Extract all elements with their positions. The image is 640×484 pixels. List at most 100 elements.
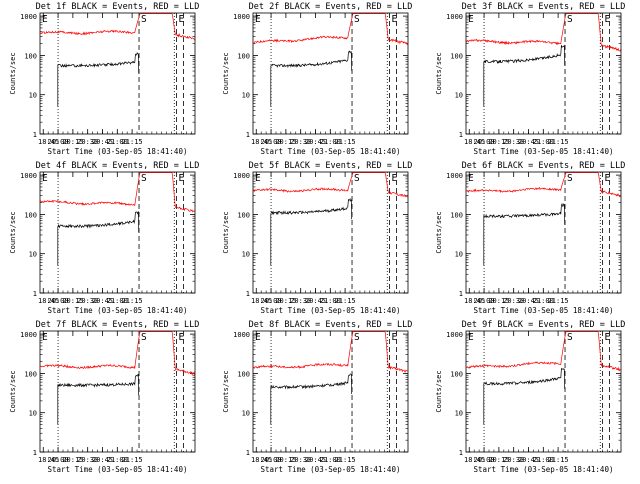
series-lld-line (252, 13, 408, 46)
x-tick-label: 20:00 (48, 138, 69, 146)
y-tick-label: 1000 (446, 172, 463, 180)
plot-frame (252, 330, 409, 453)
y-tick-label: 1000 (233, 172, 250, 180)
x-axis-label: Start Time (03-Sep-05 18:41:40) (261, 465, 401, 474)
x-axis-label: Start Time (03-Sep-05 18:41:40) (48, 147, 188, 156)
marker-letter: E (605, 14, 611, 25)
panel-title: Det 7f BLACK = Events, RED = LLD (36, 320, 200, 330)
y-tick-label: 100 (237, 211, 250, 219)
x-tick-label: 20:00 (261, 456, 282, 464)
x-tick-label: 20:15 (488, 138, 509, 146)
x-tick-label: 20:15 (488, 456, 509, 464)
x-tick-label: 21:15 (335, 456, 356, 464)
y-tick-label: 1 (246, 290, 250, 298)
x-tick-label: 21:15 (122, 456, 143, 464)
marker-letter: E (42, 14, 48, 25)
y-tick-label: 10 (29, 410, 37, 418)
y-tick-label: 100 (450, 370, 463, 378)
x-tick-label: 20:45 (92, 456, 113, 464)
y-axis-label: Counts/sec (435, 52, 443, 94)
panel-3: Det 3f BLACK = Events, RED = LLD 1 10 100 10… (435, 2, 625, 156)
y-tick-label: 10 (242, 410, 250, 418)
x-tick-label: 21:00 (320, 456, 341, 464)
x-axis-label: Start Time (03-Sep-05 18:41:40) (48, 465, 188, 474)
y-tick-label: 10 (29, 92, 37, 100)
x-tick-label: 20:30 (503, 138, 524, 146)
x-tick-label: 20:00 (261, 297, 282, 305)
x-tick-label: 21:00 (533, 297, 554, 305)
marker-letter: E (392, 173, 398, 184)
panel-title: Det 2f BLACK = Events, RED = LLD (249, 2, 413, 12)
x-tick-label: 20:45 (305, 138, 326, 146)
plot-frame (465, 330, 622, 453)
x-tick-label: 20:30 (77, 456, 98, 464)
x-tick-label: 21:15 (548, 297, 569, 305)
x-axis-label: Start Time (03-Sep-05 18:41:40) (474, 465, 614, 474)
x-tick-label: 21:00 (320, 297, 341, 305)
panel-title: Det 9f BLACK = Events, RED = LLD (462, 320, 626, 330)
x-tick-label: 20:00 (261, 138, 282, 146)
y-axis-label: Counts/sec (222, 52, 230, 94)
panel-title: Det 5f BLACK = Events, RED = LLD (249, 161, 413, 171)
marker-letter: E (42, 173, 48, 184)
x-axis-label: Start Time (03-Sep-05 18:41:40) (48, 306, 188, 315)
x-tick-label: 20:30 (77, 297, 98, 305)
y-tick-label: 1 (33, 290, 37, 298)
y-tick-label: 10 (242, 92, 250, 100)
marker-letter: S (354, 173, 360, 184)
panel-6: Det 6f BLACK = Events, RED = LLD 1 10 100 10… (435, 161, 625, 315)
x-tick-label: 20:30 (503, 297, 524, 305)
y-axis-label: Counts/sec (9, 52, 17, 94)
series-lld-line (466, 331, 621, 372)
panel-title: Det 3f BLACK = Events, RED = LLD (462, 2, 626, 12)
x-axis-label: Start Time (03-Sep-05 18:41:40) (261, 306, 401, 315)
panel-4: Det 4f BLACK = Events, RED = LLD 1 10 100 10… (9, 161, 199, 315)
series-events-line (270, 373, 353, 425)
series-lld-line (39, 13, 195, 41)
x-tick-label: 18:45 (251, 138, 272, 146)
marker-letter: E (179, 173, 185, 184)
y-axis-label: Counts/sec (9, 370, 17, 412)
marker-letter: S (354, 332, 360, 343)
x-tick-label: 20:15 (62, 456, 83, 464)
y-tick-label: 100 (450, 52, 463, 60)
y-tick-label: 1 (459, 449, 463, 457)
series-events-line (57, 52, 140, 107)
series-events-line (57, 211, 140, 266)
marker-letter: E (605, 332, 611, 343)
marker-letter: S (567, 173, 573, 184)
panel-1: Det 1f BLACK = Events, RED = LLD 1 10 100 10… (9, 2, 199, 156)
x-tick-label: 21:00 (320, 138, 341, 146)
x-tick-label: 18:45 (38, 138, 59, 146)
y-axis-label: Counts/sec (9, 211, 17, 253)
series-lld-line (466, 172, 621, 198)
marker-letter: S (141, 173, 147, 184)
marker-letter: E (468, 173, 474, 184)
panel-9: Det 9f BLACK = Events, RED = LLD 1 10 100 10… (435, 320, 625, 474)
y-tick-label: 1 (459, 290, 463, 298)
marker-letter: S (567, 14, 573, 25)
x-tick-label: 21:15 (122, 138, 143, 146)
marker-letter: E (255, 14, 261, 25)
marker-letter: S (567, 332, 573, 343)
x-tick-label: 20:00 (474, 138, 495, 146)
x-tick-label: 18:45 (251, 297, 272, 305)
y-tick-label: 1 (246, 131, 250, 139)
marker-letter: E (179, 14, 185, 25)
x-tick-label: 20:45 (92, 138, 113, 146)
x-tick-label: 21:00 (107, 456, 128, 464)
plot-frame (252, 12, 409, 135)
panel-title: Det 4f BLACK = Events, RED = LLD (36, 161, 200, 171)
plot-frame (39, 171, 196, 294)
x-axis-label: Start Time (03-Sep-05 18:41:40) (474, 147, 614, 156)
x-tick-label: 20:30 (290, 138, 311, 146)
marker-letter: E (468, 14, 474, 25)
x-tick-label: 20:30 (290, 297, 311, 305)
marker-letter: S (354, 14, 360, 25)
x-tick-label: 20:15 (275, 138, 296, 146)
series-lld-line (39, 172, 195, 213)
x-tick-label: 20:45 (305, 456, 326, 464)
x-tick-label: 21:15 (335, 138, 356, 146)
marker-letter: E (42, 332, 48, 343)
x-tick-label: 20:45 (518, 456, 539, 464)
